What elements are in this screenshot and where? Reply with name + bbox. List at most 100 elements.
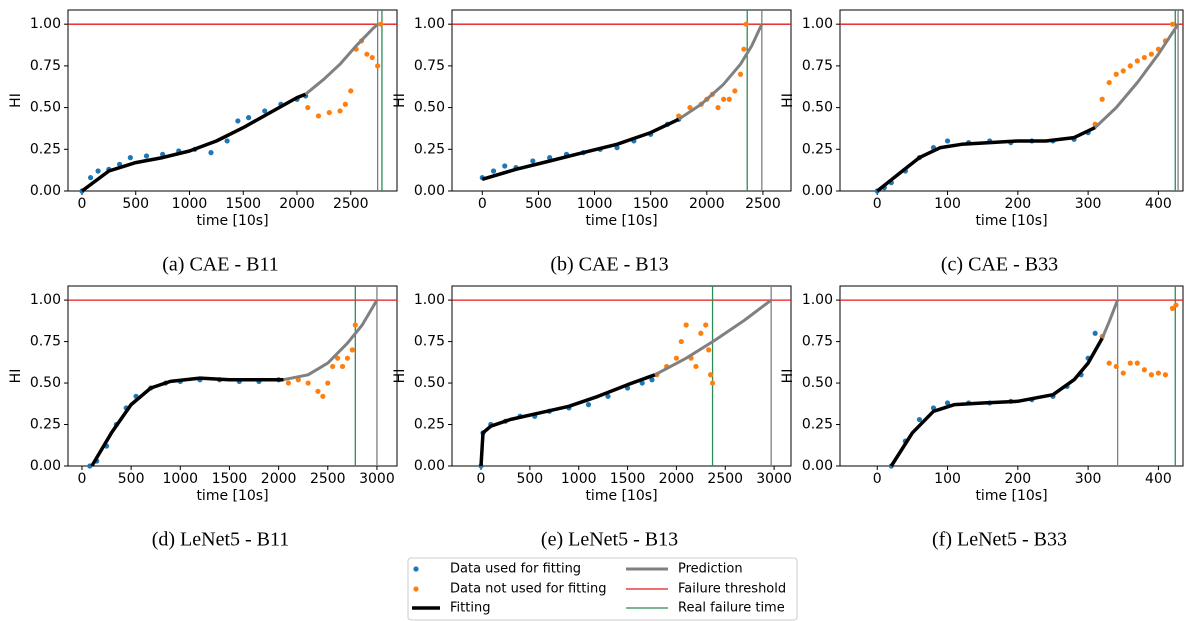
axes-frame xyxy=(67,285,398,467)
data-point xyxy=(87,175,94,181)
data-point xyxy=(1134,360,1140,366)
x-tick-label: 1000 xyxy=(172,196,208,212)
data-point xyxy=(721,96,727,102)
data-point xyxy=(703,322,709,328)
y-axis-label: HI xyxy=(8,369,24,384)
y-axis-label: HI xyxy=(8,93,24,108)
x-tick-label: 500 xyxy=(516,471,543,487)
x-tick-label: 500 xyxy=(118,471,145,487)
x-tick-label: 500 xyxy=(122,196,149,212)
data-point xyxy=(344,355,351,361)
data-point xyxy=(715,104,721,111)
data-point xyxy=(726,96,732,102)
curve xyxy=(654,298,773,377)
data-point xyxy=(246,114,252,121)
y-tick-label: 0.50 xyxy=(414,375,445,391)
data-point xyxy=(1106,79,1112,86)
y-axis-label: HI xyxy=(392,93,408,108)
x-tick-label: 1500 xyxy=(633,196,669,212)
data-point xyxy=(315,113,322,119)
x-axis-label: time [10s] xyxy=(975,213,1047,229)
y-tick-label: 0.75 xyxy=(802,334,833,350)
data-point xyxy=(364,51,370,57)
curve xyxy=(304,23,379,96)
x-tick-label: 2000 xyxy=(261,471,297,487)
x-tick-label: 2000 xyxy=(659,471,695,487)
y-tick-label: 0.50 xyxy=(30,100,61,116)
data-point xyxy=(305,104,311,111)
y-tick-label: 0.25 xyxy=(30,141,61,157)
y-tick-label: 0.00 xyxy=(802,458,833,474)
y-tick-label: 0.50 xyxy=(414,100,445,116)
data-point xyxy=(326,109,332,116)
data-point xyxy=(1141,54,1147,61)
y-tick-label: 0.25 xyxy=(802,141,833,157)
data-point xyxy=(1092,330,1098,336)
data-point xyxy=(693,363,699,370)
data-point xyxy=(673,355,680,361)
data-point xyxy=(375,63,381,69)
data-point xyxy=(698,330,704,336)
x-tick-label: 1000 xyxy=(577,196,613,212)
caption: (f) LeNet5 - B33 xyxy=(932,529,1067,551)
legend-label: Prediction xyxy=(678,562,743,577)
legend-label: Real failure time xyxy=(678,601,785,616)
data-point xyxy=(305,380,311,386)
y-tick-label: 1.00 xyxy=(802,16,833,32)
x-tick-label: 2500 xyxy=(333,196,369,212)
legend-marker xyxy=(413,566,419,572)
axes-frame xyxy=(839,285,1184,467)
data-point xyxy=(127,155,133,161)
data-point xyxy=(732,88,738,94)
data-point xyxy=(490,168,497,174)
data-point xyxy=(1155,370,1161,376)
legend-label: Data used for fitting xyxy=(450,562,581,577)
y-tick-label: 0.75 xyxy=(414,334,445,350)
data-point xyxy=(1113,363,1119,370)
y-axis-label: HI xyxy=(392,369,408,384)
data-point xyxy=(325,380,331,386)
curve xyxy=(677,23,764,121)
data-point xyxy=(585,402,592,408)
data-point xyxy=(1127,360,1133,366)
data-point xyxy=(1162,372,1169,378)
data-point xyxy=(706,347,712,353)
caption: (a) CAE - B11 xyxy=(162,254,278,276)
x-tick-label: 0 xyxy=(477,471,486,487)
data-point xyxy=(1120,370,1126,376)
x-tick-label: 0 xyxy=(78,196,87,212)
data-point xyxy=(683,322,689,328)
x-axis-label: time [10s] xyxy=(196,213,268,229)
data-point xyxy=(916,416,923,423)
x-tick-label: 1500 xyxy=(225,196,261,212)
legend-label: Failure threshold xyxy=(678,582,786,597)
data-point xyxy=(285,380,292,386)
data-point xyxy=(349,347,355,353)
data-point xyxy=(707,372,714,378)
x-tick-label: 200 xyxy=(1004,196,1031,212)
y-tick-label: 0.75 xyxy=(30,58,61,74)
y-tick-label: 0.50 xyxy=(802,375,833,391)
data-point xyxy=(678,338,684,345)
data-point xyxy=(1099,96,1105,102)
x-tick-label: 100 xyxy=(934,471,961,487)
x-tick-label: 300 xyxy=(1075,471,1102,487)
data-point xyxy=(95,168,101,174)
x-axis-label: time [10s] xyxy=(975,488,1047,504)
curve xyxy=(1094,23,1180,129)
data-point xyxy=(502,163,508,169)
y-tick-label: 0.75 xyxy=(30,334,61,350)
x-tick-label: 0 xyxy=(873,196,882,212)
x-tick-label: 3000 xyxy=(359,471,395,487)
data-point xyxy=(348,88,354,94)
data-point xyxy=(1169,21,1176,27)
y-tick-label: 0.00 xyxy=(802,183,833,199)
curve xyxy=(876,126,1096,193)
data-point xyxy=(224,138,230,144)
x-tick-label: 100 xyxy=(934,196,961,212)
x-tick-label: 3000 xyxy=(756,471,792,487)
data-point xyxy=(1169,305,1176,311)
x-tick-label: 0 xyxy=(78,471,87,487)
caption: (e) LeNet5 - B13 xyxy=(541,529,678,551)
